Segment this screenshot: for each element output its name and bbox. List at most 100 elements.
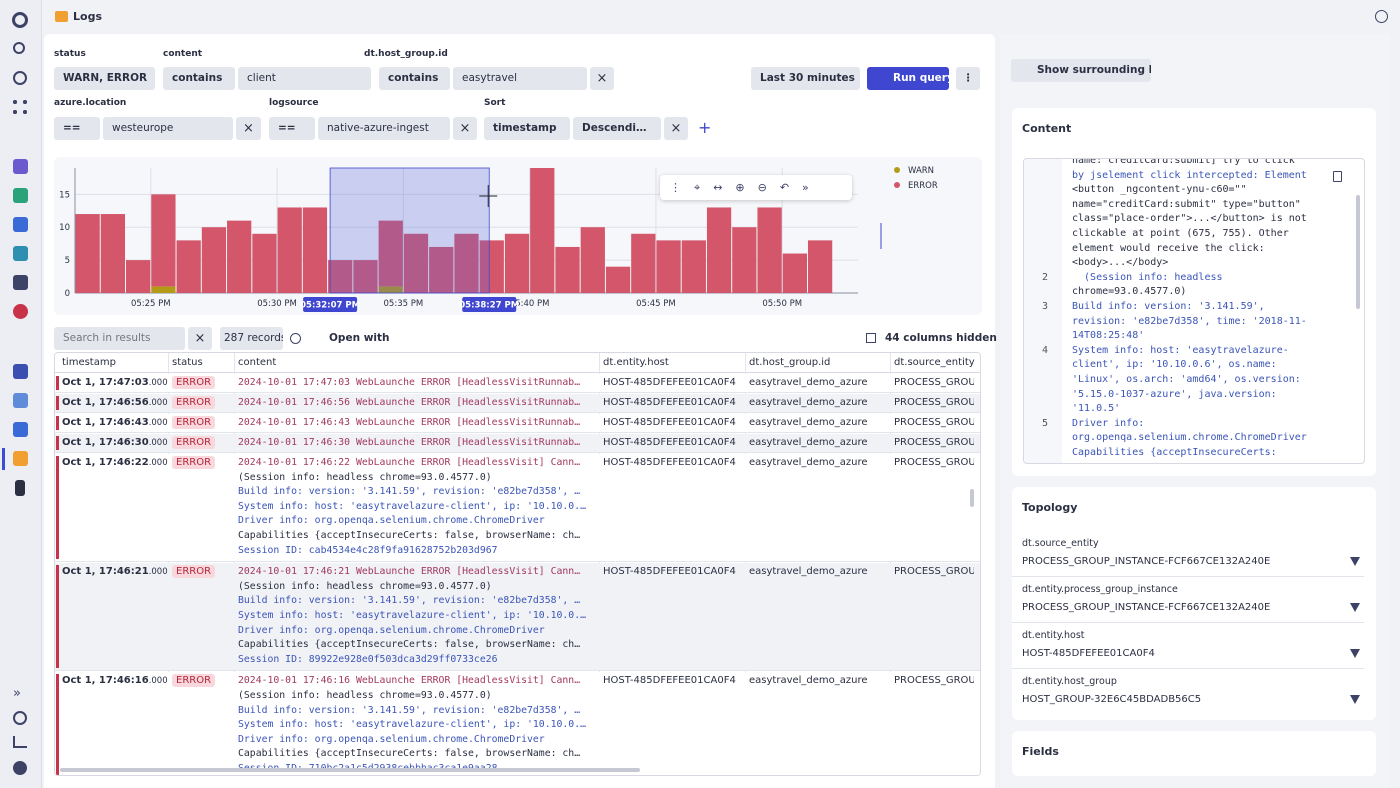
icon[interactable] [13, 188, 28, 203]
scrollbar [1356, 195, 1360, 309]
code-line: System info: host: 'easytravelazure- [1072, 344, 1289, 356]
table-row[interactable]: Oct 1, 17:46:16.000 ERROR 2024-10-01 17:46… [55, 672, 980, 775]
filter-value[interactable]: WARN, ERROR [54, 67, 155, 90]
section-title[interactable]: Topology [1022, 501, 1078, 514]
info-icon[interactable] [290, 333, 301, 344]
cell: PROCESS_GROU [894, 675, 974, 687]
cell: HOST-485DFEFEE01CA0F4 [603, 417, 736, 428]
record-count: 287 records [220, 327, 283, 350]
log-content: System info: host: 'easytravelazure-clie… [238, 609, 586, 621]
topology-value[interactable]: PROCESS_GROUP_INSTANCE-FCF667CE132A240E [1022, 602, 1271, 613]
cell: easytravel_demo_azure [749, 457, 868, 468]
icon[interactable] [13, 246, 28, 261]
icon[interactable] [15, 480, 25, 496]
filter-operator[interactable]: == [54, 117, 100, 140]
clear-button[interactable]: × [590, 67, 614, 90]
icon[interactable] [13, 159, 28, 174]
column-header[interactable]: timestamp [62, 357, 116, 368]
expand-icon[interactable]: » [13, 686, 21, 701]
filter-icon[interactable] [1350, 557, 1360, 566]
divider [1012, 622, 1364, 623]
open-with-button[interactable]: Open with [329, 332, 390, 344]
icon[interactable] [13, 217, 28, 232]
clear-button[interactable]: × [664, 117, 688, 140]
selection-label: 05:38:27 PM [459, 301, 519, 311]
timestamp: Oct 1, 17:46:30.000 [62, 437, 168, 448]
logo[interactable] [12, 12, 28, 28]
log-content: 2024-10-01 17:46:30 WebLaunche ERROR [He… [238, 437, 581, 448]
topology-card [1012, 487, 1376, 720]
icon[interactable] [13, 736, 27, 748]
apps-icon[interactable] [13, 100, 27, 114]
table-row[interactable]: Oct 1, 17:46:43.000 ERROR 2024-10-01 17:46… [55, 414, 980, 433]
bar [277, 207, 302, 293]
icon[interactable] [13, 711, 27, 725]
timestamp-main: Oct 1, 17:47:03 [62, 377, 149, 388]
filter-operator[interactable]: contains [379, 67, 450, 90]
icon[interactable] [13, 364, 28, 379]
sort-order[interactable]: Descendi… [573, 117, 661, 140]
surrounding-logs-button[interactable]: Show surrounding logs [1011, 59, 1151, 82]
section-title[interactable]: Content [1022, 122, 1072, 135]
column-header[interactable]: dt.host_group.id [749, 357, 831, 368]
table-row[interactable]: Oct 1, 17:46:30.000 ERROR 2024-10-01 17:46… [55, 434, 980, 453]
table-row[interactable]: Oct 1, 17:46:22.000 ERROR 2024-10-01 17:46… [55, 454, 980, 563]
section-title[interactable]: Fields [1022, 745, 1059, 758]
filter-icon[interactable] [1350, 603, 1360, 612]
cell: easytravel_demo_azure [749, 437, 868, 448]
add-filter-button[interactable]: + [698, 118, 712, 137]
help-icon[interactable] [1375, 10, 1388, 23]
clear-button[interactable]: × [453, 117, 477, 140]
bar [100, 214, 126, 293]
copy-icon[interactable] [1333, 171, 1342, 182]
run-query-button[interactable]: Run query [867, 67, 949, 90]
icon[interactable] [13, 275, 28, 290]
legend-marker [894, 167, 900, 173]
columns-hidden[interactable]: 44 columns hidden [885, 332, 997, 344]
cell: easytravel_demo_azure [749, 377, 868, 388]
column-header[interactable]: status [172, 357, 203, 368]
filter-icon[interactable] [1350, 695, 1360, 704]
logs-icon[interactable] [13, 451, 28, 466]
bar [75, 214, 100, 293]
filter-operator[interactable]: contains [163, 67, 235, 90]
timeframe[interactable]: Last 30 minutes [751, 67, 860, 90]
column-header[interactable]: content [238, 357, 277, 368]
icon[interactable] [13, 71, 27, 85]
log-content: 2024-10-01 17:47:03 WebLaunche ERROR [He… [238, 377, 581, 388]
bar [605, 266, 631, 293]
table-row[interactable]: Oct 1, 17:46:56.000 ERROR 2024-10-01 17:46… [55, 394, 980, 413]
code-line: 14T08:25:48' [1072, 330, 1145, 342]
icon[interactable] [13, 393, 28, 408]
more-button[interactable]: ⋮ [956, 67, 980, 90]
chart-toolbar[interactable]: ⋮⌖↔⊕⊖↶» [660, 175, 852, 200]
column-header[interactable]: dt.entity.host [603, 357, 669, 368]
filter-value[interactable]: client [238, 67, 371, 90]
topology-value[interactable]: HOST-485DFEFEE01CA0F4 [1022, 648, 1155, 659]
filter-value[interactable]: easytravel [453, 67, 587, 90]
clear-button[interactable]: × [188, 327, 212, 350]
table-row[interactable]: Oct 1, 17:47:03.000 ERROR 2024-10-01 17:47… [55, 374, 980, 393]
selection-badge [303, 297, 358, 312]
filter-label: dt.host_group.id [364, 49, 448, 59]
topology-value[interactable]: PROCESS_GROUP_INSTANCE-FCF667CE132A240E [1022, 556, 1271, 567]
table-row[interactable]: Oct 1, 17:46:21.000 ERROR 2024-10-01 17:46… [55, 563, 980, 672]
filter-value[interactable]: native-azure-ingest [318, 117, 450, 140]
filter-value[interactable]: westeurope [103, 117, 233, 140]
topology-value[interactable]: HOST_GROUP-32E6C45BDADB56C5 [1022, 694, 1202, 705]
bar [403, 233, 429, 293]
search-icon[interactable] [13, 42, 25, 54]
table-header [55, 353, 980, 373]
icon[interactable] [13, 304, 28, 319]
avatar[interactable] [13, 761, 27, 775]
icon[interactable] [13, 422, 28, 437]
filter-operator[interactable]: == [269, 117, 315, 140]
clear-button[interactable]: × [236, 117, 261, 140]
sort-field[interactable]: timestamp [484, 117, 570, 140]
topology-label: dt.entity.host_group [1022, 676, 1117, 687]
log-content: 2024-10-01 17:46:21 WebLaunche ERROR [He… [238, 566, 581, 578]
filter-icon[interactable] [1350, 649, 1360, 658]
column-header[interactable]: dt.source_entity [894, 357, 975, 368]
bar [429, 246, 454, 293]
search-input[interactable]: Search in results [54, 327, 185, 350]
